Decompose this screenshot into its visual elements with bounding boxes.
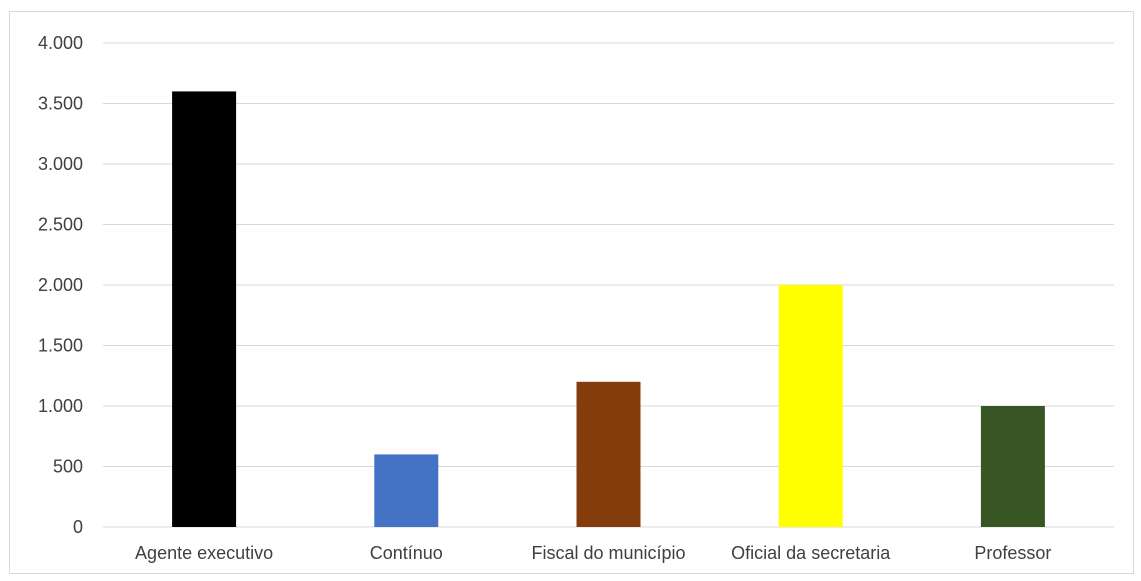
y-axis-ticks: 0 500 1.000 1.500 2.000 2.500 3.000 3.500 4.000 <box>38 33 83 537</box>
bar <box>980 406 1045 527</box>
y-tick-label: 2.500 <box>38 215 83 235</box>
x-category-label: Agente executivo <box>135 543 273 563</box>
x-category-label: Oficial da secretaria <box>731 543 891 563</box>
y-tick-label: 3.500 <box>38 94 83 114</box>
x-category-label: Fiscal do município <box>531 543 685 563</box>
y-tick-label: 3.000 <box>38 154 83 174</box>
x-axis-labels: Agente executivo Contínuo Fiscal do municí… <box>135 543 1051 563</box>
y-tick-label: 1.500 <box>38 336 83 356</box>
gridlines <box>103 42 1114 528</box>
bar <box>576 381 641 527</box>
y-tick-label: 0 <box>73 517 83 537</box>
bars <box>172 91 1045 528</box>
bar <box>778 285 843 527</box>
y-tick-label: 2.000 <box>38 275 83 295</box>
y-tick-label: 500 <box>53 457 83 477</box>
x-category-label: Contínuo <box>370 543 443 563</box>
y-tick-label: 1.000 <box>38 396 83 416</box>
bar <box>172 91 237 528</box>
y-tick-label: 4.000 <box>38 33 83 53</box>
bar <box>374 454 439 527</box>
x-category-label: Professor <box>974 543 1051 563</box>
